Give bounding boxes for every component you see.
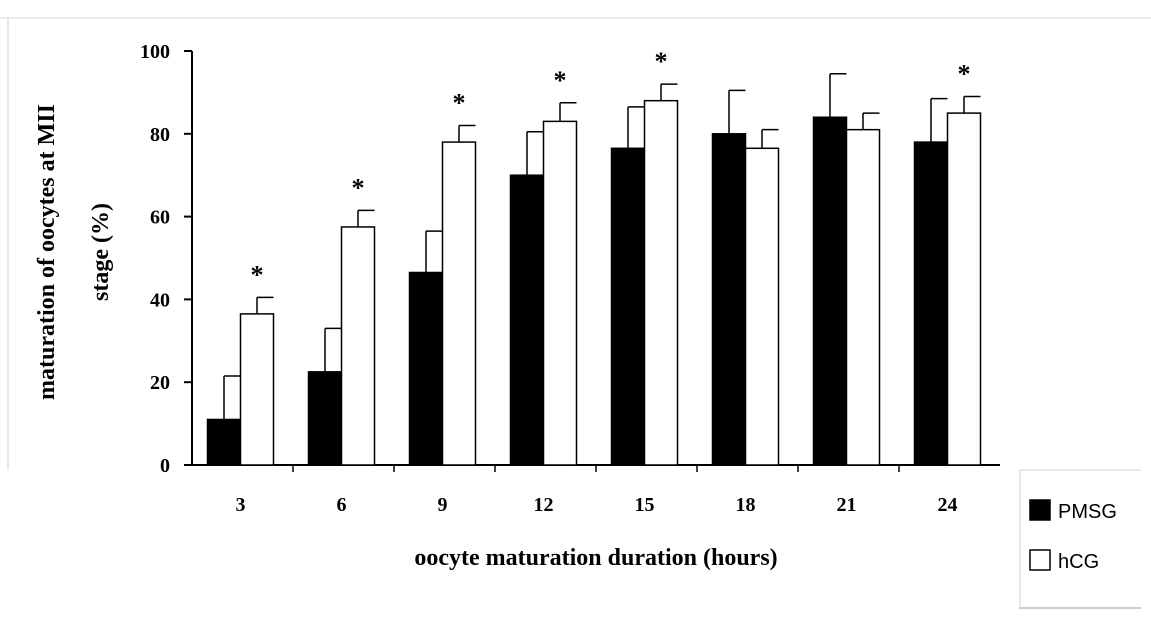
legend-swatch-pmsg [1029,499,1051,521]
y-tick-label: 80 [150,124,170,146]
bar-hcg-3 [239,313,275,466]
y-tick-label: 0 [160,455,170,477]
y-axis-title-line2: stage (%) [88,203,114,301]
bar-pmsg-6 [307,371,343,466]
legend-label-pmsg: PMSG [1058,501,1117,523]
significance-star: * [655,47,668,76]
bar-pmsg-3 [206,418,242,466]
y-tick-label: 100 [140,41,170,63]
x-tick-label: 6 [337,494,347,516]
bar-pmsg-12 [509,174,545,466]
bar-hcg-6 [340,226,376,466]
y-tick-label: 60 [150,207,170,229]
chart-frame [0,17,1151,470]
y-tick-label: 20 [150,372,170,394]
bar-pmsg-9 [408,271,444,466]
significance-star: * [554,66,567,95]
significance-star: * [251,260,264,289]
y-tick-label: 40 [150,289,170,311]
bar-hcg-18 [744,147,780,466]
bar-pmsg-24 [913,141,949,466]
x-tick-label: 21 [837,494,857,516]
bar-hcg-15 [643,99,679,466]
bar-hcg-21 [845,128,881,466]
significance-star: * [352,173,365,202]
x-axis-title: oocyte maturation duration (hours) [414,545,777,571]
significance-star: * [453,89,466,118]
legend-swatch-hcg [1029,549,1051,571]
x-tick-label: 3 [236,494,246,516]
legend: PMSG hCG [1019,469,1141,610]
labels: 0 20 40 60 80 100 * 3 * 6 * 9 * 12 * 15 18 21 * 24 [140,41,971,516]
x-tick-label: 18 [736,494,756,516]
bars [206,73,982,466]
x-tick-label: 12 [534,494,554,516]
x-tick-label: 24 [938,494,958,516]
bar-hcg-9 [441,141,477,466]
legend-label-hcg: hCG [1058,551,1099,573]
y-axis-title: maturation of oocytes at MII stage (%) [34,104,114,400]
significance-star: * [958,60,971,89]
x-tick-label: 15 [635,494,655,516]
bar-pmsg-21 [812,116,848,466]
x-tick-label: 9 [438,494,448,516]
bar-pmsg-18 [711,133,747,466]
bar-hcg-24 [946,112,982,466]
bar-pmsg-15 [610,147,646,466]
y-axis-title-line1: maturation of oocytes at MII [34,104,60,400]
bar-hcg-12 [542,120,578,466]
